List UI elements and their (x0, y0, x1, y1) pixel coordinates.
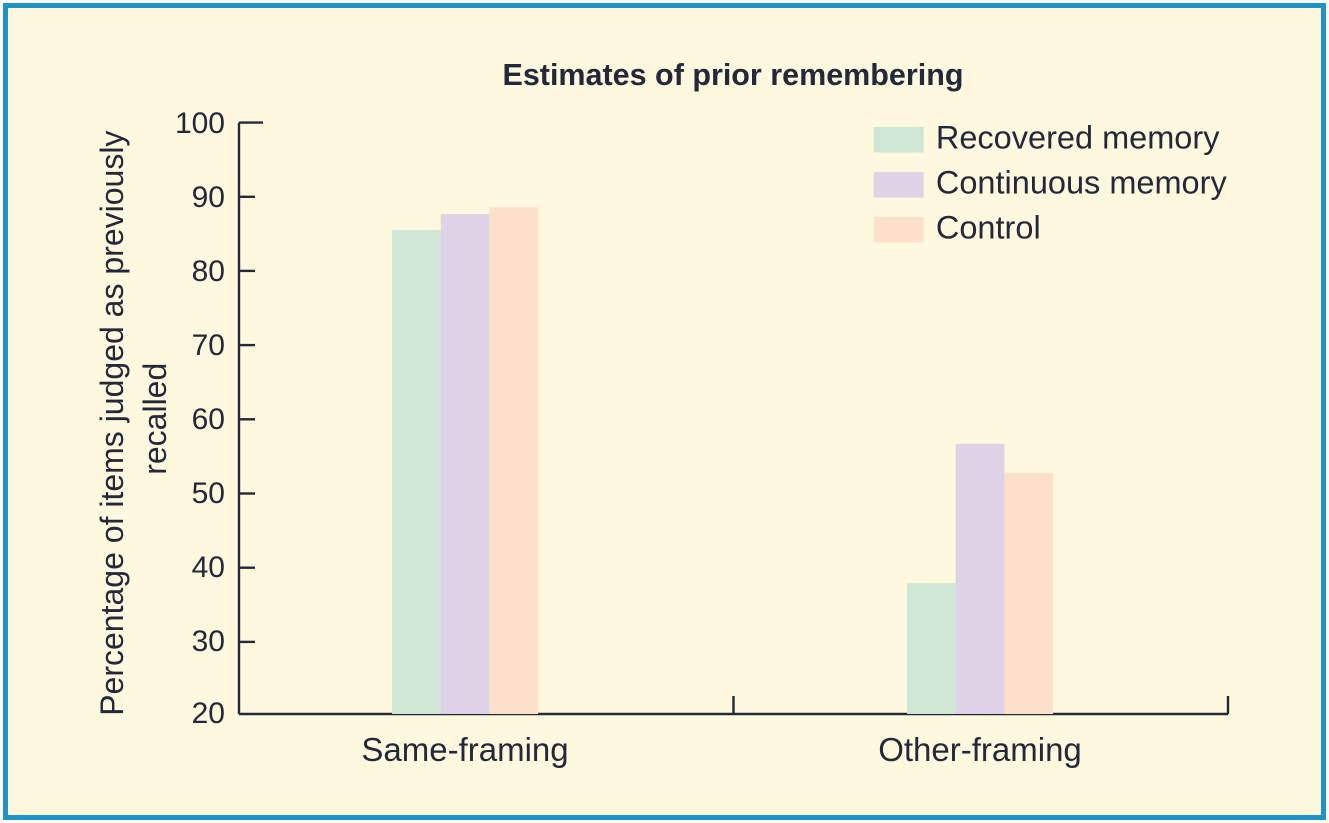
svg-text:Same-framing: Same-framing (361, 731, 568, 768)
svg-text:Recovered memory: Recovered memory (936, 120, 1220, 156)
svg-text:Other-framing: Other-framing (878, 731, 1082, 768)
svg-text:90: 90 (192, 181, 225, 214)
svg-text:30: 30 (192, 625, 225, 658)
svg-text:100: 100 (175, 107, 225, 140)
svg-text:40: 40 (192, 551, 225, 584)
svg-text:Continuous memory: Continuous memory (936, 165, 1228, 201)
svg-text:70: 70 (192, 329, 225, 362)
svg-text:Control: Control (936, 209, 1041, 245)
svg-text:20: 20 (192, 697, 225, 730)
svg-text:Estimates of prior remembering: Estimates of prior remembering (502, 58, 963, 92)
svg-text:50: 50 (192, 477, 225, 510)
svg-text:60: 60 (192, 403, 225, 436)
svg-text:80: 80 (192, 255, 225, 288)
